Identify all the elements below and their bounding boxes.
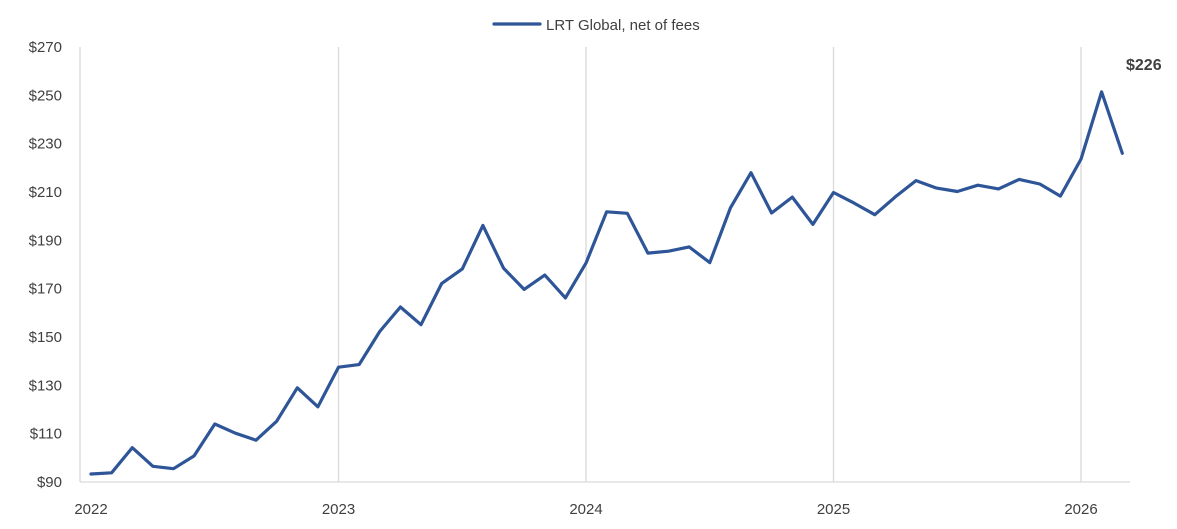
y-tick-label: $110 <box>30 426 62 443</box>
y-tick-label: $270 <box>29 39 62 56</box>
y-tick-label: $170 <box>29 281 62 298</box>
gridlines <box>337 47 1082 482</box>
x-tick-label: 2026 <box>1064 501 1097 518</box>
y-tick-label: $130 <box>29 377 62 394</box>
y-tick-label: $190 <box>29 232 62 249</box>
y-tick-label: $150 <box>29 329 62 346</box>
x-tick-label: 2023 <box>322 501 355 518</box>
tick-labels: $90 $110 $130 $150 $170 $190 $210 $230 $250 $270 2… <box>29 39 1098 518</box>
series-layer <box>89 90 1124 476</box>
x-tick-label: 2025 <box>817 501 850 518</box>
axes <box>79 47 1130 483</box>
y-tick-label: $90 <box>37 474 62 491</box>
y-tick-label: $250 <box>29 87 62 104</box>
x-tick-label: 2024 <box>569 501 602 518</box>
end-data-label: $226 <box>1126 57 1162 74</box>
series-line-lrt-global <box>89 90 1124 476</box>
y-tick-label: $210 <box>29 184 62 201</box>
y-tick-label: $230 <box>29 136 62 153</box>
legend: LRT Global, net of fees <box>492 17 700 34</box>
x-tick-label: 2022 <box>74 501 107 518</box>
legend-label: LRT Global, net of fees <box>546 17 700 34</box>
